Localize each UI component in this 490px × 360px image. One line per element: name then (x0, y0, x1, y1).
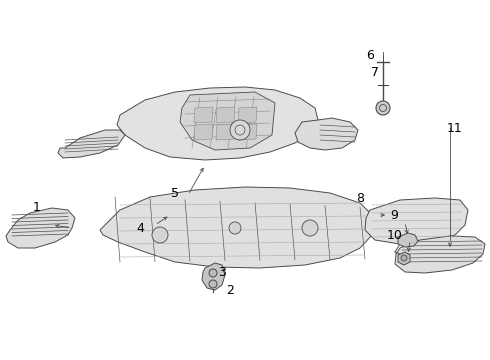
Text: 6: 6 (366, 49, 374, 62)
Text: 7: 7 (371, 66, 379, 78)
Polygon shape (194, 107, 213, 123)
Polygon shape (194, 124, 213, 140)
Polygon shape (100, 187, 375, 268)
Text: 11: 11 (447, 122, 463, 135)
Text: 8: 8 (356, 192, 364, 204)
Polygon shape (202, 263, 225, 290)
Text: 10: 10 (387, 229, 403, 242)
Circle shape (209, 269, 217, 277)
Circle shape (229, 222, 241, 234)
Polygon shape (216, 124, 235, 140)
Polygon shape (238, 107, 257, 123)
Circle shape (152, 227, 168, 243)
Text: 1: 1 (33, 201, 41, 213)
Text: 3: 3 (218, 266, 226, 279)
Polygon shape (398, 233, 418, 247)
Circle shape (376, 101, 390, 115)
Text: 2: 2 (226, 284, 234, 297)
Circle shape (230, 120, 250, 140)
Polygon shape (6, 208, 75, 248)
Circle shape (302, 220, 318, 236)
Polygon shape (216, 107, 235, 123)
Circle shape (401, 255, 407, 261)
Text: 9: 9 (390, 208, 398, 221)
Polygon shape (365, 198, 468, 244)
Polygon shape (395, 236, 485, 273)
Circle shape (209, 280, 217, 288)
Polygon shape (58, 130, 125, 158)
Polygon shape (117, 87, 318, 160)
Polygon shape (238, 124, 257, 140)
Polygon shape (295, 118, 358, 150)
Text: 5: 5 (171, 186, 179, 199)
Polygon shape (180, 92, 275, 150)
Text: 4: 4 (136, 221, 144, 234)
Polygon shape (398, 252, 410, 265)
